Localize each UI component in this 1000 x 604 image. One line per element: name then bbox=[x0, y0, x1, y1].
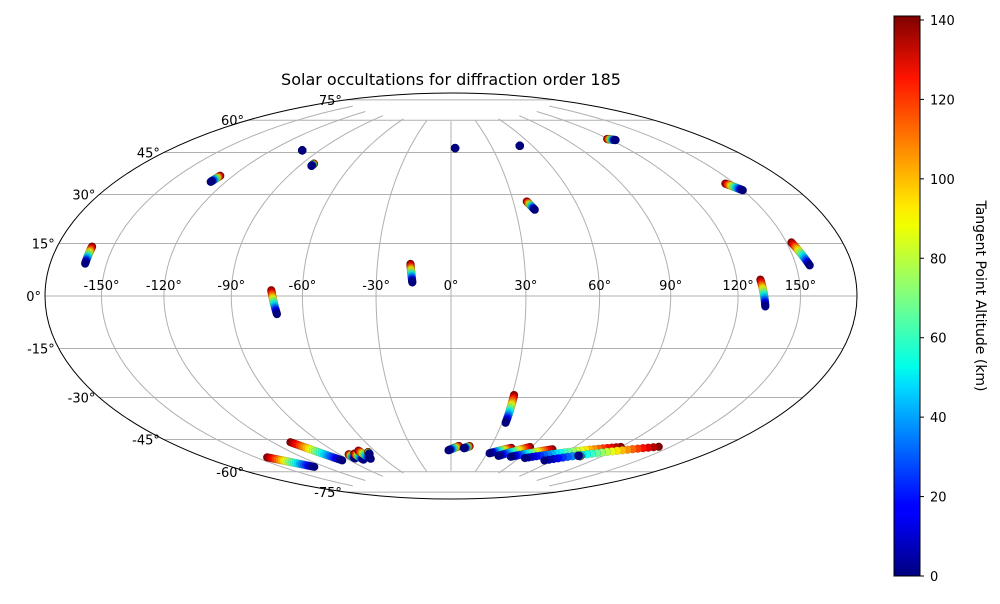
occultation-point bbox=[540, 456, 549, 465]
occultation-point bbox=[761, 302, 770, 311]
lon-tick-label: 30° bbox=[514, 279, 537, 294]
occultation-point bbox=[444, 446, 453, 455]
occultation-point bbox=[272, 309, 282, 319]
colorbar-tick-label: 140 bbox=[930, 14, 955, 29]
lat-tick-label: -45° bbox=[132, 434, 160, 449]
occultation-point bbox=[307, 161, 316, 171]
chart-title: Solar occultations for diffraction order… bbox=[281, 70, 621, 89]
graticule bbox=[45, 99, 857, 493]
colorbar-tick-label: 40 bbox=[930, 411, 947, 426]
lon-tick-label: -30° bbox=[362, 279, 390, 294]
occultation-point bbox=[530, 205, 539, 214]
lon-tick-label: 150° bbox=[785, 279, 816, 294]
occultation-point bbox=[459, 444, 469, 453]
lon-tick-label: -90° bbox=[217, 279, 245, 294]
colorbar-label: Tangent Point Altitude (km) bbox=[972, 199, 988, 391]
occultation-point bbox=[611, 135, 620, 145]
longitude-tick-labels: -150° -120° -90° -60° -30° 0° 30° 60° 90° 120° 150… bbox=[83, 279, 816, 294]
lon-tick-label: -60° bbox=[289, 279, 317, 294]
colorbar-tick-label: 60 bbox=[930, 332, 947, 347]
lat-tick-label: 0° bbox=[26, 290, 41, 305]
occultation-points bbox=[80, 134, 814, 472]
lat-tick-label: 45° bbox=[137, 147, 160, 162]
occultation-point bbox=[494, 451, 503, 461]
colorbar-tick-label: 120 bbox=[930, 93, 955, 108]
occultation-point bbox=[80, 259, 90, 268]
map-boundary bbox=[44, 92, 858, 500]
occultation-point bbox=[501, 418, 510, 427]
lat-tick-label: -75° bbox=[314, 486, 342, 501]
colorbar-tick-label: 80 bbox=[930, 252, 947, 267]
occultation-point bbox=[574, 451, 583, 460]
lon-tick-label: 120° bbox=[722, 279, 753, 294]
lat-tick-label: -30° bbox=[68, 392, 96, 407]
colorbar: 0 20 40 60 80 100 120 140 Tangent Point Altitud… bbox=[893, 14, 988, 585]
lon-tick-label: -150° bbox=[83, 279, 119, 294]
occultation-point bbox=[515, 141, 524, 150]
lon-tick-label: -120° bbox=[146, 279, 182, 294]
colorbar-tick-label: 0 bbox=[930, 570, 938, 585]
lon-tick-label: 60° bbox=[588, 279, 611, 294]
occultation-point bbox=[738, 186, 747, 195]
lon-tick-label: 90° bbox=[659, 279, 682, 294]
lat-tick-label: 30° bbox=[72, 189, 95, 204]
lat-tick-label: -60° bbox=[216, 466, 244, 481]
occultation-point bbox=[450, 143, 460, 153]
occultation-point bbox=[298, 146, 307, 155]
occultation-point bbox=[485, 449, 494, 458]
occultation-point bbox=[310, 462, 319, 472]
latitude-tick-labels: 75° 60° 45° 30° 15° 0° -15° -30° -45° -60° -75° bbox=[26, 94, 342, 501]
occultation-point bbox=[206, 177, 215, 187]
occultation-point bbox=[506, 452, 516, 461]
colorbar-gradient bbox=[893, 15, 921, 577]
occultation-point bbox=[805, 261, 814, 270]
occultation-point bbox=[365, 450, 374, 459]
lat-tick-label: 60° bbox=[221, 114, 244, 129]
colorbar-tick-label: 100 bbox=[930, 173, 955, 188]
colorbar-ticks: 0 20 40 60 80 100 120 140 bbox=[920, 14, 955, 585]
colorbar-tick-label: 20 bbox=[930, 491, 947, 506]
lat-tick-label: 75° bbox=[319, 94, 342, 109]
lon-tick-label: 0° bbox=[444, 279, 459, 294]
lat-tick-label: 15° bbox=[32, 238, 55, 253]
occultation-point bbox=[338, 456, 347, 465]
occultation-point bbox=[408, 278, 417, 287]
occultation-point bbox=[520, 453, 530, 463]
lat-tick-label: -15° bbox=[27, 343, 55, 358]
